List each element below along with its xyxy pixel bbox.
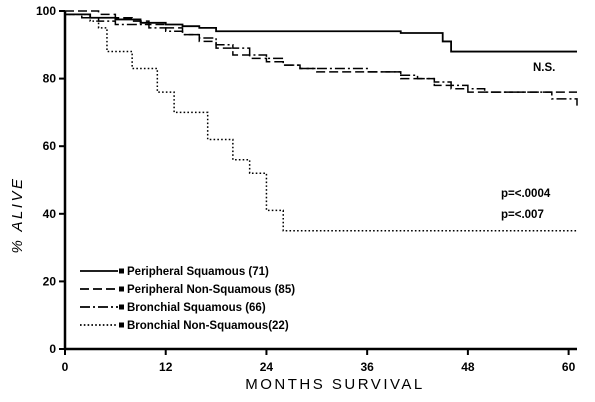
y-tick-label: 20 <box>43 274 57 288</box>
x-axis-title: MONTHS SURVIVAL <box>245 376 424 393</box>
axes <box>63 11 577 351</box>
legend-marker <box>119 268 124 274</box>
series-line <box>65 13 577 53</box>
y-tick-label: 60 <box>43 139 57 153</box>
ticks: 0 12 24 36 48 60 0 20 40 60 80 100 <box>36 4 576 374</box>
legend-label: Peripheral Non-Squamous (85) <box>127 284 295 296</box>
legend: Peripheral Squamous (71) Peripheral Non-S… <box>80 266 295 332</box>
legend-marker <box>119 322 124 328</box>
series-lines <box>65 10 578 232</box>
x-tick-label: 36 <box>360 360 374 374</box>
y-tick-label: 80 <box>43 72 57 86</box>
y-tick-label: 0 <box>49 342 56 356</box>
y-axis-title: % ALIVE <box>9 177 26 254</box>
y-tick-label: 100 <box>36 4 56 18</box>
legend-marker <box>119 304 124 310</box>
x-tick-label: 0 <box>62 360 69 374</box>
legend-label: Peripheral Squamous (71) <box>127 266 269 278</box>
series-line <box>65 13 577 232</box>
annotation-ns: N.S. <box>533 62 555 74</box>
x-tick-label: 48 <box>461 360 475 374</box>
x-tick-label: 24 <box>260 360 274 374</box>
series-line <box>65 13 578 106</box>
legend-label: Bronchial Non-Squamous(22) <box>127 320 289 332</box>
x-tick-label: 60 <box>562 360 576 374</box>
x-tick-label: 12 <box>159 360 173 374</box>
annotation-p-007: p=<.007 <box>501 209 544 221</box>
annotation-p-0004: p=<.0004 <box>501 188 551 200</box>
legend-label: Bronchial Squamous (66) <box>127 302 266 314</box>
legend-marker <box>119 286 124 292</box>
y-tick-label: 40 <box>43 207 57 221</box>
